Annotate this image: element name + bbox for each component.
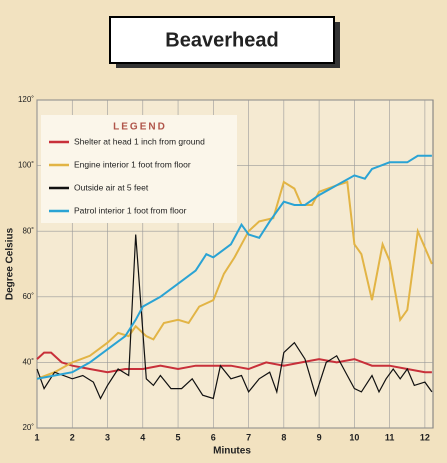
x-tick-label: 4	[140, 432, 145, 442]
x-tick-label: 11	[385, 432, 395, 442]
x-tick-label: 9	[317, 432, 322, 442]
series-line	[36, 180, 433, 380]
y-tick-label: 120˚	[18, 95, 34, 104]
legend-label: Shelter at head 1 inch from ground	[74, 136, 205, 146]
legend-title: LEGEND	[113, 122, 167, 133]
x-tick-label: 7	[246, 432, 251, 442]
x-tick-label: 6	[211, 432, 216, 442]
x-tick-label: 12	[420, 432, 430, 442]
x-tick-label: 5	[176, 432, 181, 442]
x-tick-label: 8	[281, 432, 286, 442]
legend-label: Patrol interior 1 foot from floor	[74, 205, 187, 215]
y-tick-label: 100˚	[18, 161, 34, 170]
legend-label: Engine interior 1 foot from floor	[74, 159, 191, 169]
x-axis-label: Minutes	[213, 446, 251, 457]
y-axis-label: Degree Celsius	[5, 227, 16, 300]
title-box	[109, 16, 335, 64]
y-tick-label: 20˚	[22, 423, 34, 432]
x-tick-label: 1	[34, 432, 39, 442]
x-tick-label: 2	[70, 432, 75, 442]
x-tick-label: 3	[105, 432, 110, 442]
legend-box	[41, 115, 237, 223]
series-line	[36, 154, 432, 380]
x-tick-label: 10	[349, 432, 359, 442]
y-tick-label: 40˚	[22, 358, 34, 367]
chart-title: Beaverhead	[165, 29, 278, 51]
y-tick-label: 60˚	[22, 292, 34, 301]
legend-label: Outside air at 5 feet	[74, 182, 149, 192]
series-line	[36, 234, 433, 400]
y-tick-label: 80˚	[22, 226, 34, 235]
series-line	[36, 351, 432, 374]
